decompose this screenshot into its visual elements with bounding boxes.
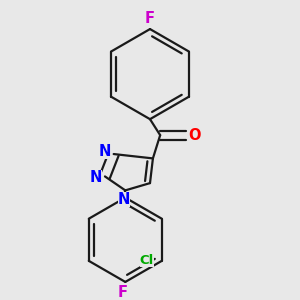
Text: O: O xyxy=(188,128,201,143)
Text: N: N xyxy=(89,169,102,184)
Text: N: N xyxy=(98,144,111,159)
Text: N: N xyxy=(118,192,130,207)
Text: Cl: Cl xyxy=(140,254,154,267)
Text: F: F xyxy=(145,11,155,26)
Text: F: F xyxy=(117,286,128,300)
